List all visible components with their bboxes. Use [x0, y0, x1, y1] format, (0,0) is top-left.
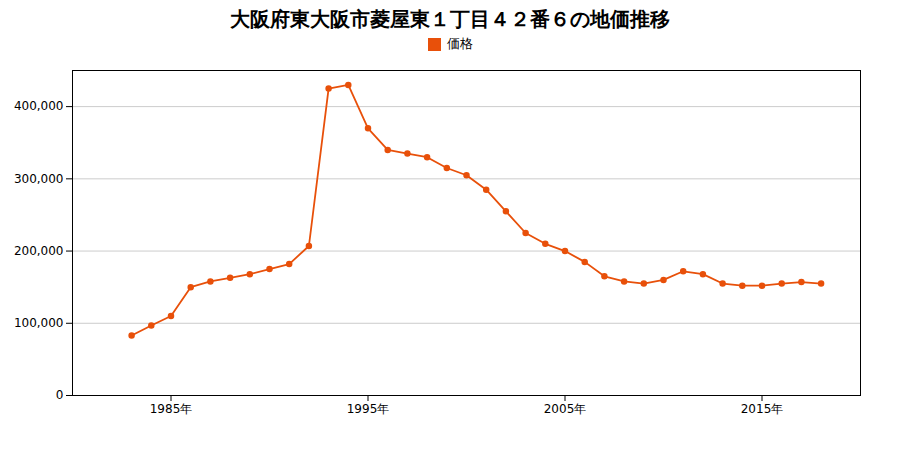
svg-text:2005年: 2005年: [544, 402, 587, 416]
svg-text:0: 0: [56, 388, 64, 402]
svg-text:2015年: 2015年: [741, 402, 784, 416]
svg-text:200,000: 200,000: [14, 244, 64, 258]
svg-text:1995年: 1995年: [347, 402, 390, 416]
svg-text:1985年: 1985年: [150, 402, 193, 416]
html-text:価格: 価格: [446, 36, 473, 51]
html-text:大阪府東大阪市菱屋東１丁目４２番６の地価推移: 大阪府東大阪市菱屋東１丁目４２番６の地価推移: [230, 7, 670, 31]
svg-text:300,000: 300,000: [14, 172, 64, 186]
svg-text:100,000: 100,000: [14, 316, 64, 330]
svg-text:400,000: 400,000: [14, 99, 64, 113]
